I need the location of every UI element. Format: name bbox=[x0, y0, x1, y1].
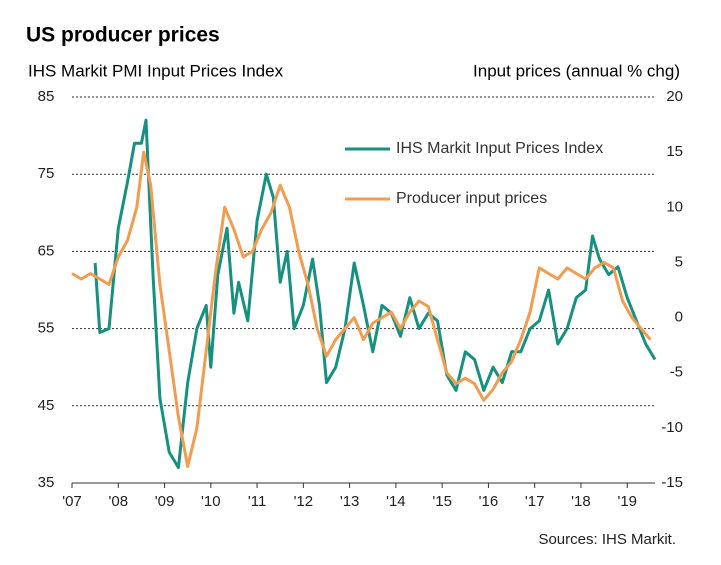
y2-tick-label: -10 bbox=[661, 419, 683, 436]
legend-label: IHS Markit Input Prices Index bbox=[396, 140, 603, 157]
x-tick-label: '11 bbox=[248, 493, 266, 510]
y-tick-label: 65 bbox=[38, 242, 55, 259]
x-tick-label: '13 bbox=[340, 493, 360, 510]
x-tick-label: '14 bbox=[386, 493, 406, 510]
y-tick-label: 45 bbox=[38, 397, 55, 414]
x-tick-label: '17 bbox=[525, 493, 545, 510]
source: Sources: IHS Markit. bbox=[538, 531, 676, 548]
series-line bbox=[93, 118, 657, 470]
y2-tick-label: 0 bbox=[675, 309, 683, 326]
x-tick-label: '15 bbox=[432, 493, 452, 510]
y-axis-label: IHS Markit PMI Input Prices Index bbox=[28, 61, 284, 80]
x-tick-label: '19 bbox=[617, 493, 637, 510]
y-tick-label: 35 bbox=[38, 474, 55, 491]
legend-label: Producer input prices bbox=[396, 190, 547, 207]
y2-tick-label: 5 bbox=[675, 253, 683, 270]
y-tick-label: 55 bbox=[38, 320, 55, 337]
y2-tick-label: -15 bbox=[661, 474, 683, 491]
x-tick-label: '09 bbox=[155, 493, 175, 510]
x-tick-label: '16 bbox=[479, 493, 499, 510]
x-tick-label: '10 bbox=[201, 493, 221, 510]
y-tick-label: 75 bbox=[38, 165, 55, 182]
y2-tick-label: -5 bbox=[670, 364, 683, 381]
x-tick-label: '08 bbox=[108, 493, 128, 510]
chart-title: US producer prices bbox=[26, 24, 220, 47]
x-tick-label: '07 bbox=[62, 493, 82, 510]
y-tick-label: 85 bbox=[38, 88, 55, 105]
y2-tick-label: 20 bbox=[666, 88, 683, 105]
x-tick-label: '12 bbox=[294, 493, 314, 510]
x-tick-label: '18 bbox=[571, 493, 591, 510]
series-line bbox=[71, 150, 652, 468]
y2-tick-label: 15 bbox=[666, 143, 683, 160]
y2-tick-label: 10 bbox=[666, 198, 683, 215]
y2-axis-label: Input prices (annual % chg) bbox=[473, 61, 680, 80]
